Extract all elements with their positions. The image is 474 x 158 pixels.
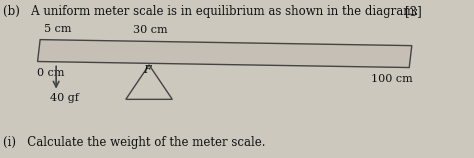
Text: 100 cm: 100 cm (371, 74, 413, 84)
Text: (i)   Calculate the weight of the meter scale.: (i) Calculate the weight of the meter sc… (3, 137, 265, 149)
Text: 40 gf: 40 gf (50, 93, 79, 103)
Text: 5 cm: 5 cm (44, 24, 71, 34)
Text: F: F (143, 65, 151, 75)
Text: [3]: [3] (405, 5, 421, 18)
Text: 0 cm: 0 cm (36, 68, 64, 78)
Polygon shape (37, 40, 412, 67)
Text: 30 cm: 30 cm (133, 25, 168, 35)
Text: (b)   A uniform meter scale is in equilibrium as shown in the diagram:: (b) A uniform meter scale is in equilibr… (3, 5, 418, 18)
